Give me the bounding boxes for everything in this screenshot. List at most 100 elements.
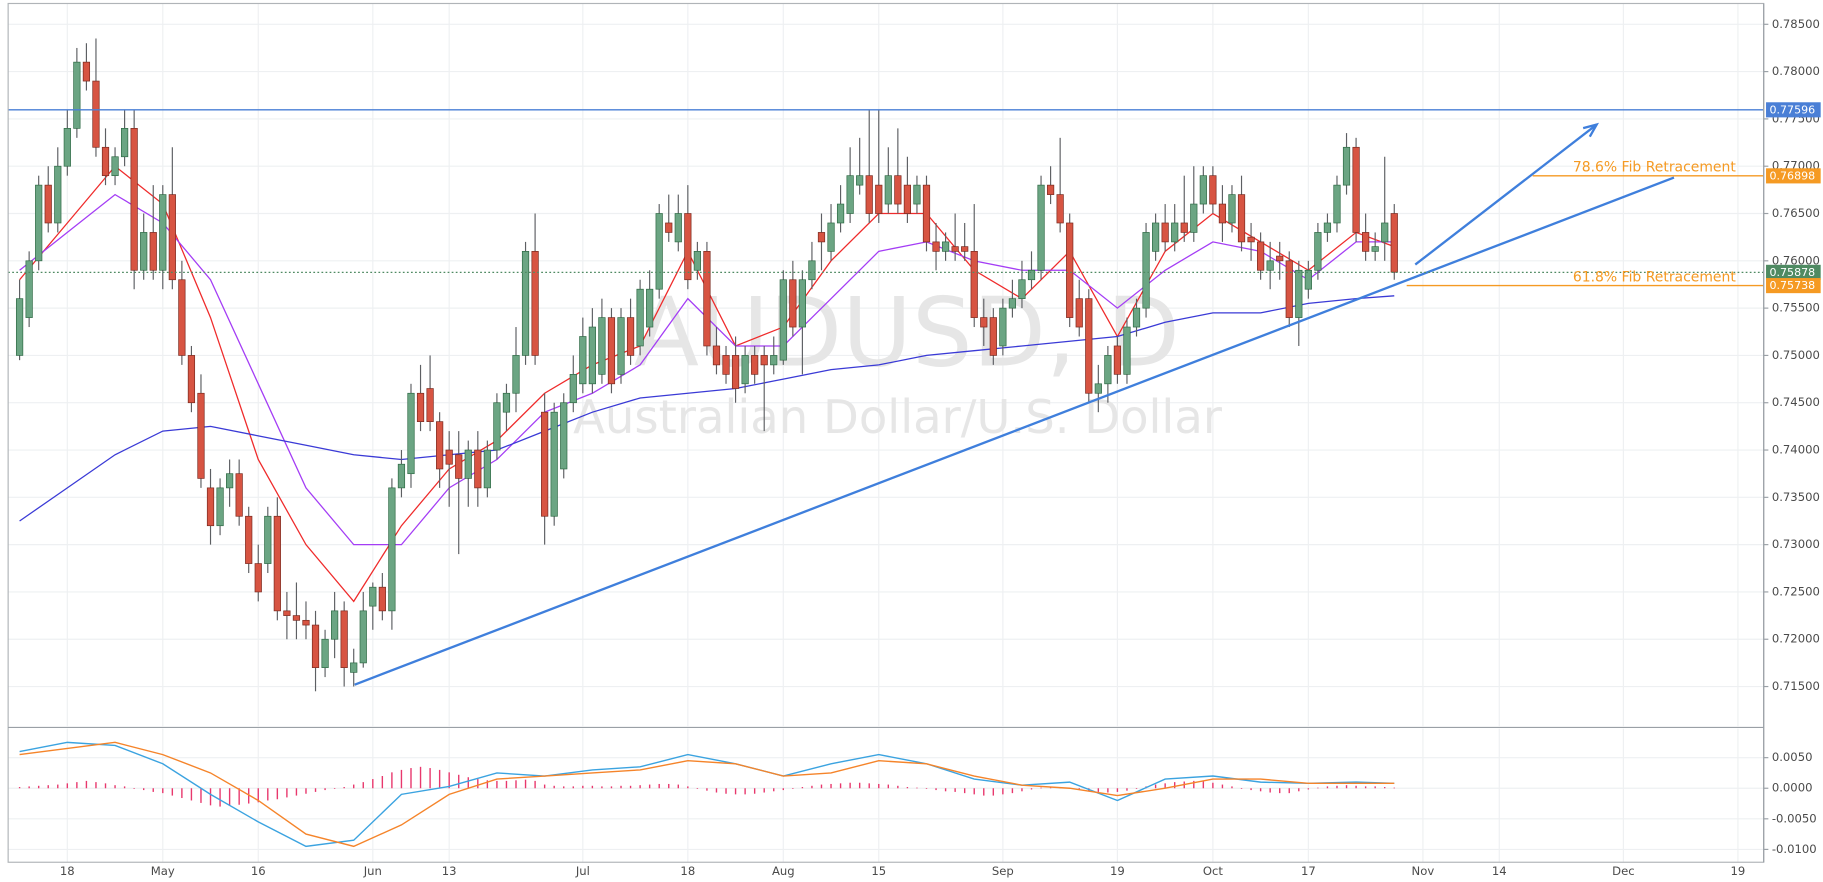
candle-body (474, 449, 482, 489)
candle-body (1371, 246, 1379, 252)
y-tick-label: 0.74000 (1772, 443, 1820, 457)
candle-body (751, 355, 759, 375)
x-tick-label: May (151, 864, 175, 878)
macd-histogram-bar (610, 786, 613, 789)
macd-histogram-bar (209, 788, 212, 806)
candle-body (159, 194, 167, 271)
candle-body (1056, 194, 1064, 224)
macd-histogram-bar (543, 784, 546, 789)
candle-body (140, 232, 148, 271)
candle-body (1352, 146, 1360, 233)
candle-body (321, 638, 329, 668)
macd-histogram-bar (1030, 788, 1033, 790)
macd-histogram-bar (1259, 788, 1262, 792)
candle-body (961, 246, 969, 252)
candle-body (665, 222, 673, 233)
y-tick-label: 0.78500 (1772, 17, 1820, 31)
candle-body (1323, 222, 1332, 233)
candle-body (331, 610, 339, 640)
x-tick-label: 19 (1731, 864, 1746, 878)
candle-body (731, 355, 740, 389)
candle-body (1218, 203, 1227, 224)
y-tick-label: 0.78000 (1772, 64, 1820, 78)
macd-histogram-bar (114, 785, 116, 789)
macd-histogram-bar (1174, 782, 1176, 789)
candle-body (922, 184, 931, 243)
macd-histogram-bar (820, 784, 823, 789)
candle-body (1180, 222, 1188, 233)
macd-histogram-bar (753, 788, 756, 794)
candle-body (646, 288, 654, 328)
macd-histogram-bar (1021, 788, 1023, 792)
y-tick-label: 0.74500 (1772, 395, 1820, 409)
macd-histogram-bar (219, 788, 221, 807)
x-tick-label: 13 (442, 864, 457, 878)
macd-histogram-bar (381, 776, 384, 789)
macd-histogram-bar (18, 787, 21, 789)
macd-histogram-bar (486, 780, 489, 789)
macd-histogram-bar (324, 788, 326, 791)
y-tick-label: 0.72000 (1772, 632, 1820, 646)
macd-histogram-bar (95, 782, 97, 789)
macd-histogram-bar (1212, 782, 1214, 789)
macd-histogram-bar (601, 786, 603, 789)
candle-body (999, 307, 1007, 347)
candle-body (264, 515, 272, 564)
x-tick-label: Jul (575, 864, 590, 878)
macd-histogram-bar (123, 786, 126, 789)
candle-body (340, 610, 348, 668)
candle-body (25, 260, 33, 318)
candle-body (693, 251, 701, 271)
candle-body (92, 80, 100, 148)
candle-body (178, 279, 186, 356)
candle-body (1171, 222, 1179, 243)
candle-body (808, 260, 816, 281)
candle-body (626, 317, 635, 356)
macd-histogram-bar (1011, 788, 1014, 794)
moving-average (19, 295, 1395, 522)
candle-body (1237, 194, 1246, 243)
macd-histogram-bar (1135, 788, 1138, 789)
candle-body (101, 146, 110, 177)
macd-histogram-bar (505, 780, 508, 789)
macd-histogram-bar (248, 788, 250, 804)
macd-histogram-bar (438, 769, 441, 789)
macd-histogram-bar (267, 788, 269, 801)
macd-histogram-bar (515, 780, 517, 789)
labels: 18 May 16 Jun 13 Jul 18 Aug 15 Sep 19 Oct 17 Nov 14 Dec… (60, 17, 1821, 878)
candle-body (875, 184, 883, 214)
trend-line (354, 176, 1675, 686)
candle-body (311, 624, 320, 668)
macd-histogram-bar (28, 786, 30, 789)
macd-histogram-bar (954, 788, 956, 792)
macd-histogram-bar (1240, 788, 1243, 789)
candle-body (846, 175, 854, 214)
candle-body (770, 355, 778, 366)
macd-histogram-bar (362, 782, 364, 789)
candle-body (1314, 232, 1322, 271)
candle-body (254, 563, 262, 593)
macd-histogram-bar (925, 788, 928, 789)
macd-histogram-bar (792, 788, 794, 789)
x-tick-label: 18 (680, 864, 695, 878)
candle-body (913, 184, 921, 205)
candle-body (1094, 383, 1102, 394)
candle-body (1152, 222, 1160, 252)
x-tick-label: 14 (1492, 864, 1507, 878)
macd-histogram-bar (1317, 787, 1319, 789)
candle-body (1276, 255, 1284, 262)
candle-body (932, 241, 940, 252)
candle-body (1018, 279, 1026, 300)
candle-body (1333, 184, 1341, 224)
candle-body (617, 317, 625, 375)
macd-histogram-bar (1231, 786, 1233, 789)
candle-body (407, 392, 415, 475)
macd-histogram-bar (782, 788, 784, 791)
candle-body (779, 279, 787, 361)
macd-histogram-bar (878, 783, 880, 789)
candle-body (168, 194, 176, 281)
macd-tick-label: 0.0050 (1772, 750, 1813, 764)
x-tick-label: Aug (772, 864, 795, 878)
macd-histogram-bar (563, 786, 565, 789)
